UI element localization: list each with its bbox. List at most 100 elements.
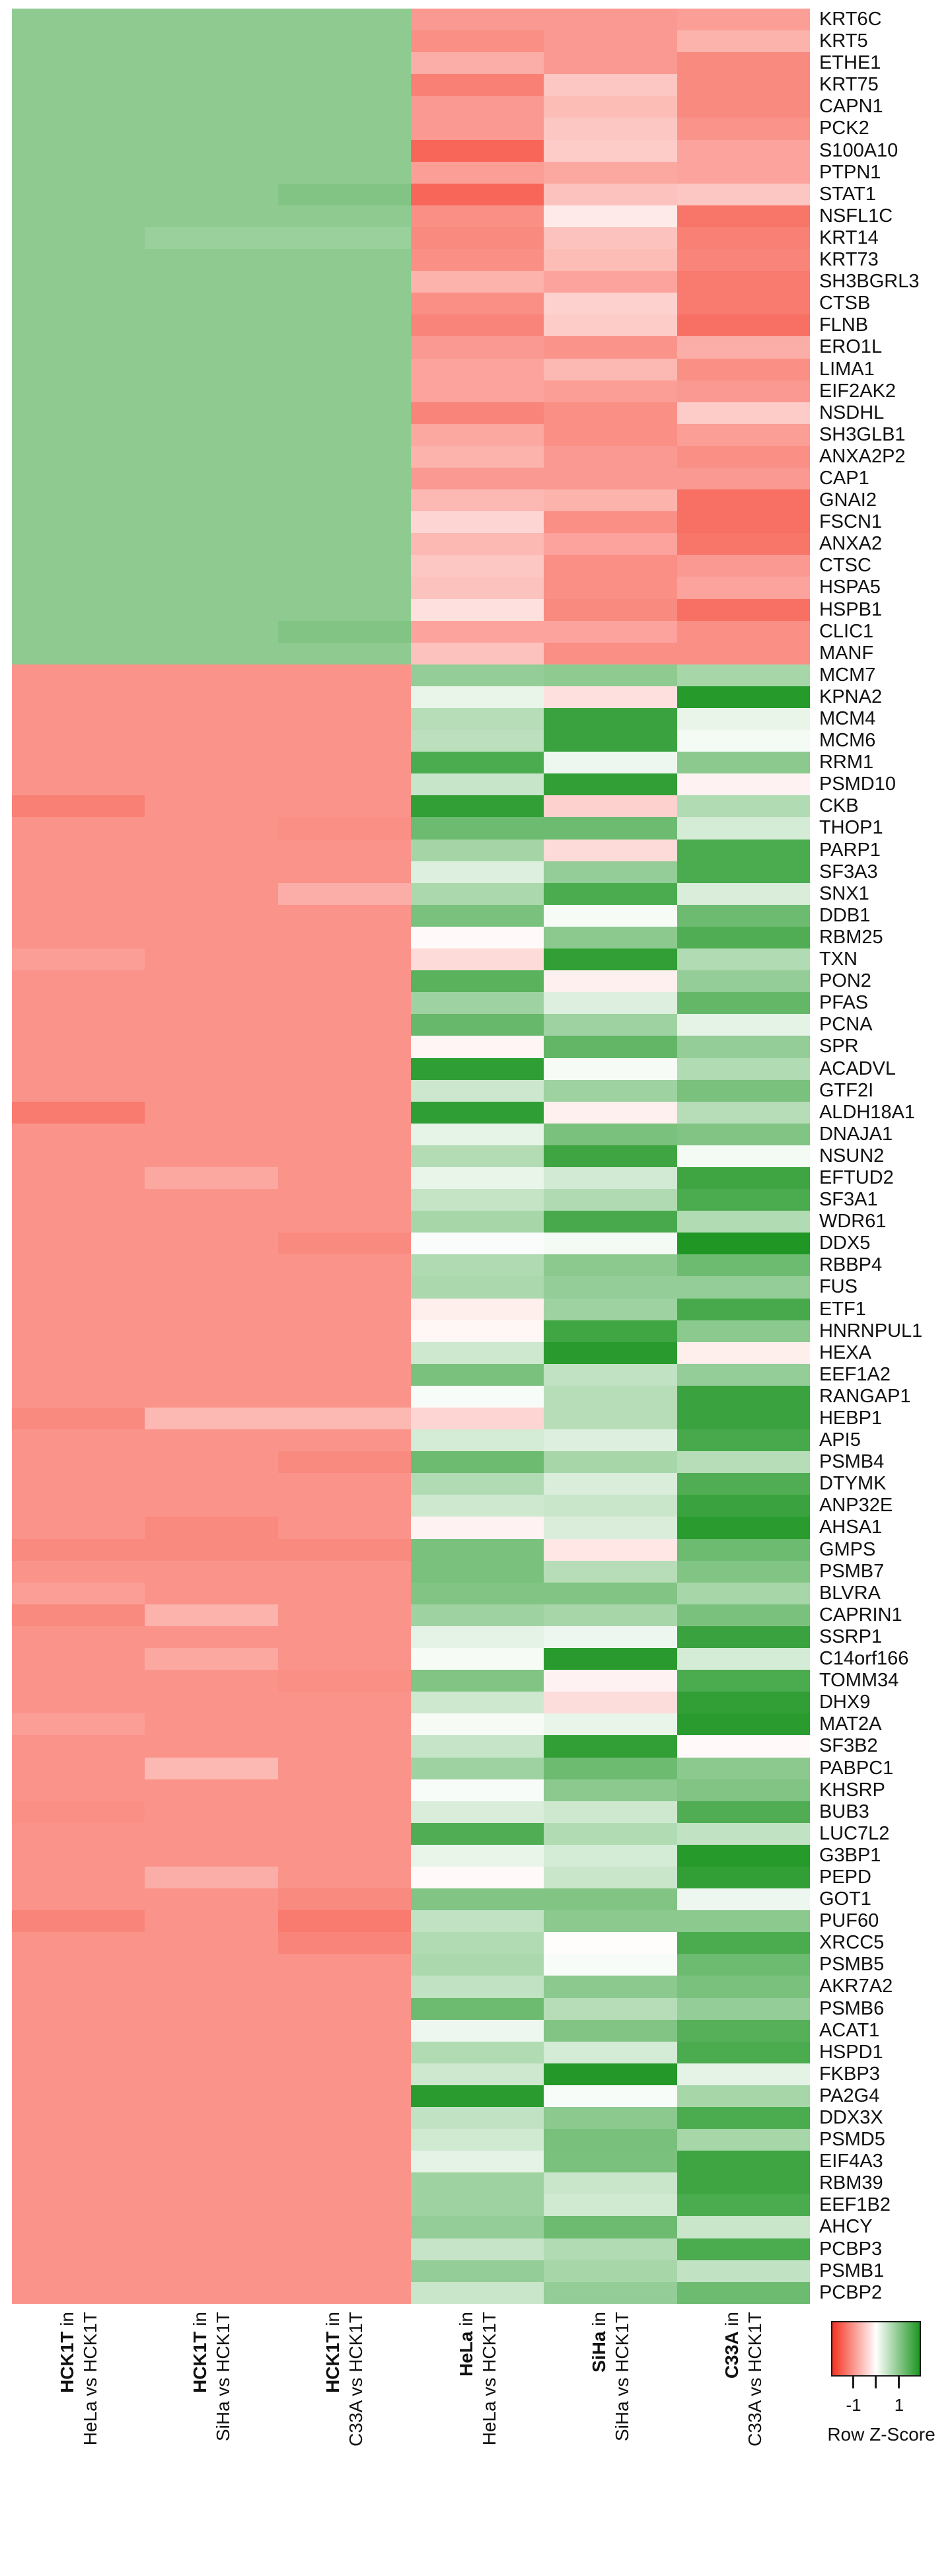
heatmap-cell [677, 1692, 810, 1714]
heatmap-cell [677, 1298, 810, 1320]
heatmap-cell [277, 445, 411, 468]
heatmap-cell [145, 2216, 278, 2238]
heatmap-cell [677, 2194, 810, 2217]
heatmap-cell [677, 1320, 810, 1342]
heatmap-cell [145, 1670, 278, 1692]
heatmap-cell [544, 533, 677, 555]
heatmap-cell [277, 1735, 411, 1758]
heatmap-cell [677, 926, 810, 949]
heatmap-row: MANF [12, 642, 922, 664]
heatmap-cell [544, 708, 677, 731]
gene-label: KRT6C [819, 9, 882, 30]
legend-color-gradient [831, 2321, 921, 2377]
heatmap-cell [12, 1517, 145, 1539]
heatmap-row: HEBP1 [12, 1408, 922, 1430]
heatmap-cell [277, 773, 411, 796]
legend-tick-minus1 [852, 2377, 854, 2388]
gene-label: MANF [819, 642, 874, 664]
gene-label: SH3GLB1 [819, 423, 906, 445]
heatmap-cell [410, 773, 544, 796]
heatmap-cell [410, 686, 544, 708]
heatmap-cell [410, 402, 544, 424]
heatmap-cell [145, 2129, 278, 2151]
heatmap-cell [410, 1626, 544, 1649]
heatmap-cell [677, 992, 810, 1015]
heatmap-cell [677, 1495, 810, 1517]
heatmap-cell [145, 773, 278, 796]
heatmap-cell [145, 1976, 278, 1998]
heatmap-cell [544, 1517, 677, 1539]
heatmap-row: API5 [12, 1429, 922, 1452]
heatmap-cell [677, 1057, 810, 1080]
heatmap-cell [277, 1166, 411, 1190]
heatmap-cell [145, 1298, 278, 1320]
heatmap-row: DDX3X [12, 2107, 922, 2129]
heatmap-cell [277, 577, 411, 599]
heatmap-cell [145, 664, 278, 686]
heatmap-cell [277, 2019, 411, 2042]
column-label-cell-line: HCK1T [189, 2331, 210, 2393]
heatmap-cell [12, 773, 145, 796]
heatmap-row: GNAI2 [12, 489, 922, 512]
heatmap-row: DDX5 [12, 1233, 922, 1255]
heatmap-cell [410, 1954, 544, 1976]
gene-label: KRT5 [819, 30, 868, 52]
gene-label: PCNA [819, 1014, 873, 1036]
heatmap-cell [410, 1692, 544, 1714]
heatmap-cell [544, 161, 677, 184]
heatmap-cell [12, 1429, 145, 1452]
heatmap-cell [277, 752, 411, 774]
heatmap-cell [544, 1582, 677, 1604]
heatmap-row: PCK2 [12, 118, 922, 140]
heatmap-cell [145, 2151, 278, 2173]
heatmap-cell [410, 161, 544, 184]
heatmap-row: PSMB1 [12, 2260, 922, 2282]
heatmap-cell [12, 1560, 145, 1583]
heatmap-row: EFTUD2 [12, 1166, 922, 1190]
heatmap-cell [677, 1451, 810, 1474]
heatmap-cell [677, 2129, 810, 2151]
gene-label: KPNA2 [819, 686, 883, 707]
gene-label: GNAI2 [819, 489, 877, 511]
heatmap-cell [145, 1363, 278, 1386]
gene-label: RANGAP1 [819, 1385, 911, 1407]
heatmap-cell [145, 2107, 278, 2129]
heatmap-cell [410, 992, 544, 1015]
heatmap-cell [12, 1538, 145, 1561]
gene-label: CTSB [819, 293, 871, 314]
heatmap-cell [544, 118, 677, 140]
heatmap-row: PA2G4 [12, 2085, 922, 2107]
heatmap-cell [410, 139, 544, 162]
gene-label: HSPB1 [819, 598, 883, 620]
heatmap-cell [12, 1692, 145, 1714]
heatmap-cell [677, 839, 810, 861]
heatmap-cell [677, 249, 810, 271]
heatmap-row: EIF2AK2 [12, 380, 922, 402]
heatmap-cell [145, 1123, 278, 1145]
heatmap-cell [145, 205, 278, 227]
heatmap-row: AHCY [12, 2216, 922, 2238]
heatmap-cell [677, 2172, 810, 2195]
heatmap-cell [410, 1451, 544, 1474]
heatmap-cell [145, 1997, 278, 2020]
heatmap-cell [12, 598, 145, 621]
heatmap-cell [277, 1932, 411, 1954]
heatmap-cell [677, 730, 810, 752]
heatmap-cell [677, 161, 810, 184]
heatmap-cell [145, 1801, 278, 1823]
gene-label: PABPC1 [819, 1757, 894, 1779]
heatmap-cell [677, 1648, 810, 1670]
heatmap-row: LUC7L2 [12, 1822, 922, 1845]
heatmap-cell [12, 52, 145, 75]
heatmap-cell [544, 1342, 677, 1364]
heatmap-cell [145, 336, 278, 359]
heatmap-cell [145, 1473, 278, 1495]
heatmap-cell [544, 1954, 677, 1976]
heatmap-cell [544, 664, 677, 686]
heatmap-row: GOT1 [12, 1888, 922, 1911]
heatmap-row: MCM4 [12, 708, 922, 731]
heatmap-cell [410, 926, 544, 949]
heatmap-cell [145, 1057, 278, 1080]
heatmap-cell [677, 1626, 810, 1649]
heatmap-row: GMPS [12, 1538, 922, 1561]
